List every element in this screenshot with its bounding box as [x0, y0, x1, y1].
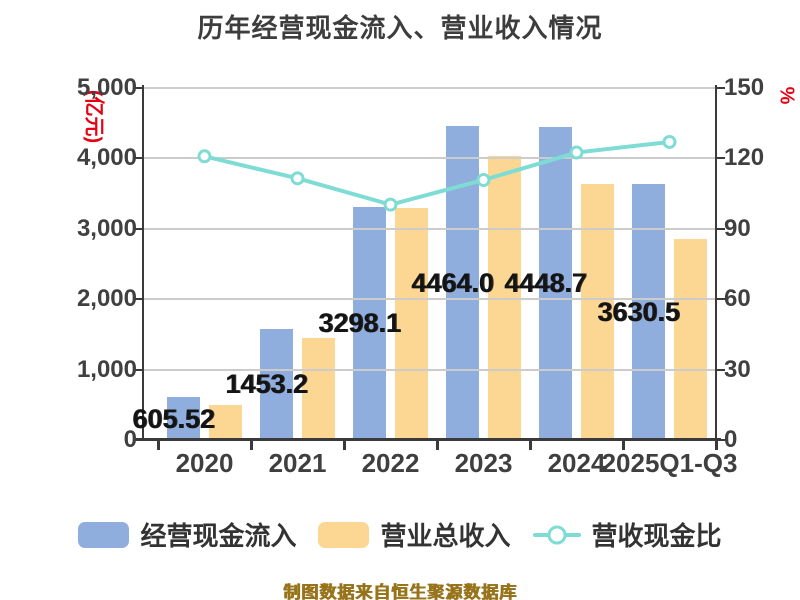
left-axis-tick [133, 227, 143, 230]
gridline [143, 87, 716, 89]
bar-value-label-2025Q1-Q3: 3630.5 [597, 297, 680, 328]
right-y-tick-label: 150 [724, 74, 765, 101]
right-axis-tick [716, 87, 725, 89]
circle-marker-icon [547, 525, 566, 544]
gridline [143, 157, 716, 160]
bar-value-label-2024: 4448.7 [504, 268, 587, 299]
left-axis-tick [133, 87, 143, 89]
right-axis-tick [716, 298, 725, 301]
right-y-tick-label: 30 [724, 355, 751, 383]
right-y-tick-label: 120 [724, 144, 765, 172]
legend-item-total-operating-revenue[interactable]: 营业总收入 [318, 516, 511, 553]
left-axis-tick [133, 157, 143, 160]
legend-label-operating-cash-inflow: 经营现金流入 [140, 521, 297, 551]
right-axis-tick [716, 439, 725, 441]
data-source-note: 制图数据来自恒生聚源数据库 [283, 583, 517, 600]
left-axis-tick [133, 439, 143, 441]
legend-item-revenue-cash-ratio[interactable]: 营收现金比 [532, 516, 722, 553]
x-axis-tick [250, 441, 253, 450]
left-axis-tick [133, 368, 143, 371]
x-axis-tick [157, 441, 160, 450]
x-axis-tick [436, 441, 439, 450]
bar-operating-cash-inflow-2020[interactable] [167, 397, 200, 440]
line-point-2023[interactable] [476, 172, 491, 187]
x-tick-label-2022: 2022 [361, 448, 420, 478]
x-axis-tick [622, 441, 625, 450]
bar-value-label-2021: 1453.2 [225, 369, 308, 400]
bar-total-operating-revenue-2021[interactable] [302, 337, 335, 440]
right-axis-tick [716, 368, 725, 371]
bar-total-operating-revenue-2020[interactable] [209, 405, 242, 440]
left-y-tick-label: 5,000 [76, 74, 137, 101]
x-tick-label-2020: 2020 [175, 448, 234, 478]
x-axis-tick [715, 441, 718, 450]
x-axis-line [133, 438, 721, 441]
bar-operating-cash-inflow-2022[interactable] [353, 206, 386, 440]
gridline [143, 227, 716, 230]
x-tick-label-2025Q1-Q3: 2025Q1-Q3 [601, 448, 738, 478]
left-y-tick-label: 3,000 [76, 214, 137, 242]
line-point-2025Q1-Q3[interactable] [662, 134, 677, 149]
x-tick-label-2021: 2021 [268, 448, 327, 478]
right-y-tick-label: 0 [724, 426, 738, 453]
x-tick-label-2024: 2024 [547, 448, 606, 478]
x-tick-label-2023: 2023 [454, 448, 513, 478]
legend: 经营现金流入 营业总收入 营收现金比 [0, 516, 800, 553]
x-axis-tick [529, 441, 532, 450]
line-marker-swatch-icon [532, 525, 581, 544]
legend-label-revenue-cash-ratio: 营收现金比 [591, 521, 722, 551]
left-y-tick-label: 0 [123, 426, 137, 453]
line-point-2024[interactable] [569, 145, 584, 160]
gridline [143, 298, 716, 301]
right-y-tick-label: 60 [724, 285, 751, 313]
right-axis-tick [716, 157, 725, 160]
legend-label-total-operating-revenue: 营业总收入 [380, 521, 511, 551]
right-axis-tick [716, 227, 725, 230]
bar-operating-cash-inflow-2021[interactable] [260, 328, 293, 440]
chart-title: 历年经营现金流入、营业收入情况 [197, 13, 603, 43]
bar-total-operating-revenue-2022[interactable] [395, 207, 428, 440]
gridline [143, 368, 716, 371]
bar-total-operating-revenue-2024[interactable] [581, 184, 614, 440]
right-y-tick-label: 90 [724, 214, 751, 242]
line-point-2022[interactable] [383, 197, 398, 212]
left-axis-tick [133, 298, 143, 301]
left-y-tick-label: 1,000 [76, 355, 137, 383]
left-y-axis-line [142, 85, 144, 441]
bar-operating-cash-inflow-2025Q1-Q3[interactable] [632, 184, 665, 440]
bar-value-label-2022: 3298.1 [318, 308, 401, 339]
bar-value-label-2020: 605.52 [132, 403, 215, 434]
blue-bar-swatch-icon [78, 521, 130, 548]
orange-bar-swatch-icon [318, 521, 370, 548]
bar-value-label-2023: 4464.0 [411, 267, 494, 298]
legend-item-operating-cash-inflow[interactable]: 经营现金流入 [78, 516, 296, 553]
left-y-tick-label: 4,000 [76, 144, 137, 172]
x-axis-tick [343, 441, 346, 450]
line-point-2021[interactable] [290, 171, 305, 186]
right-y-axis-line [715, 85, 717, 441]
left-y-tick-label: 2,000 [76, 285, 137, 313]
bar-total-operating-revenue-2025Q1-Q3[interactable] [674, 238, 707, 440]
line-point-2020[interactable] [197, 149, 212, 164]
